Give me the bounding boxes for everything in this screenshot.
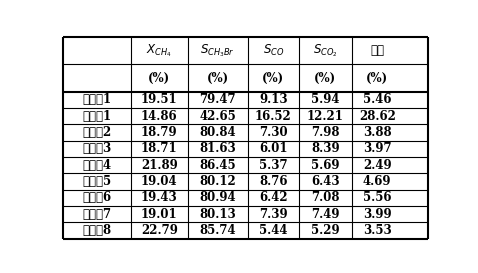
Text: $S_{CO}$: $S_{CO}$ xyxy=(262,43,284,58)
Text: 7.30: 7.30 xyxy=(259,126,288,139)
Text: 8.39: 8.39 xyxy=(311,142,339,155)
Text: 比较例1: 比较例1 xyxy=(83,110,112,123)
Text: 3.88: 3.88 xyxy=(363,126,391,139)
Text: $X_{CH_4}$: $X_{CH_4}$ xyxy=(146,42,172,59)
Text: 7.98: 7.98 xyxy=(311,126,339,139)
Text: 18.71: 18.71 xyxy=(141,142,177,155)
Text: 19.43: 19.43 xyxy=(141,191,178,204)
Text: 4.69: 4.69 xyxy=(363,175,391,188)
Text: 80.12: 80.12 xyxy=(199,175,236,188)
Text: 18.79: 18.79 xyxy=(141,126,177,139)
Text: (%): (%) xyxy=(148,72,170,84)
Text: 7.39: 7.39 xyxy=(259,208,288,221)
Text: 22.79: 22.79 xyxy=(141,224,178,237)
Text: 7.49: 7.49 xyxy=(311,208,339,221)
Text: 实施例3: 实施例3 xyxy=(83,142,112,155)
Text: (%): (%) xyxy=(206,72,228,84)
Text: 3.53: 3.53 xyxy=(363,224,391,237)
Text: 实施例6: 实施例6 xyxy=(83,191,112,204)
Text: (%): (%) xyxy=(262,72,284,84)
Text: 5.69: 5.69 xyxy=(311,159,339,172)
Text: 7.08: 7.08 xyxy=(311,191,339,204)
Text: 5.94: 5.94 xyxy=(311,93,339,106)
Text: 5.56: 5.56 xyxy=(363,191,391,204)
Text: (%): (%) xyxy=(314,72,337,84)
Text: 实施例1: 实施例1 xyxy=(83,93,112,106)
Text: 80.13: 80.13 xyxy=(199,208,236,221)
Text: 21.89: 21.89 xyxy=(141,159,178,172)
Text: 79.47: 79.47 xyxy=(199,93,236,106)
Text: 6.43: 6.43 xyxy=(311,175,339,188)
Text: 19.04: 19.04 xyxy=(141,175,177,188)
Text: 9.13: 9.13 xyxy=(259,93,288,106)
Text: 16.52: 16.52 xyxy=(255,110,292,123)
Text: 19.51: 19.51 xyxy=(141,93,177,106)
Text: 5.44: 5.44 xyxy=(259,224,288,237)
Text: $S_{CO_2}$: $S_{CO_2}$ xyxy=(313,42,337,59)
Text: $S_{CH_3Br}$: $S_{CH_3Br}$ xyxy=(200,42,235,59)
Text: 19.01: 19.01 xyxy=(141,208,177,221)
Text: 实施例8: 实施例8 xyxy=(83,224,112,237)
Text: 6.42: 6.42 xyxy=(259,191,288,204)
Text: 14.86: 14.86 xyxy=(141,110,177,123)
Text: 实施例5: 实施例5 xyxy=(83,175,112,188)
Text: 12.21: 12.21 xyxy=(307,110,344,123)
Text: 86.45: 86.45 xyxy=(199,159,236,172)
Text: 2.49: 2.49 xyxy=(363,159,391,172)
Text: 81.63: 81.63 xyxy=(199,142,236,155)
Text: 实施例4: 实施例4 xyxy=(83,159,112,172)
Text: 其他: 其他 xyxy=(370,44,384,57)
Text: 80.84: 80.84 xyxy=(199,126,236,139)
Text: 80.94: 80.94 xyxy=(199,191,236,204)
Text: 实施例7: 实施例7 xyxy=(83,208,112,221)
Text: 5.46: 5.46 xyxy=(363,93,391,106)
Text: 5.37: 5.37 xyxy=(259,159,288,172)
Text: 42.65: 42.65 xyxy=(199,110,236,123)
Text: 6.01: 6.01 xyxy=(259,142,288,155)
Text: 5.29: 5.29 xyxy=(311,224,339,237)
Text: 3.97: 3.97 xyxy=(363,142,391,155)
Text: 8.76: 8.76 xyxy=(259,175,288,188)
Text: 实施例2: 实施例2 xyxy=(83,126,112,139)
Text: 28.62: 28.62 xyxy=(359,110,396,123)
Text: 3.99: 3.99 xyxy=(363,208,391,221)
Text: 85.74: 85.74 xyxy=(199,224,236,237)
Text: (%): (%) xyxy=(366,72,388,84)
